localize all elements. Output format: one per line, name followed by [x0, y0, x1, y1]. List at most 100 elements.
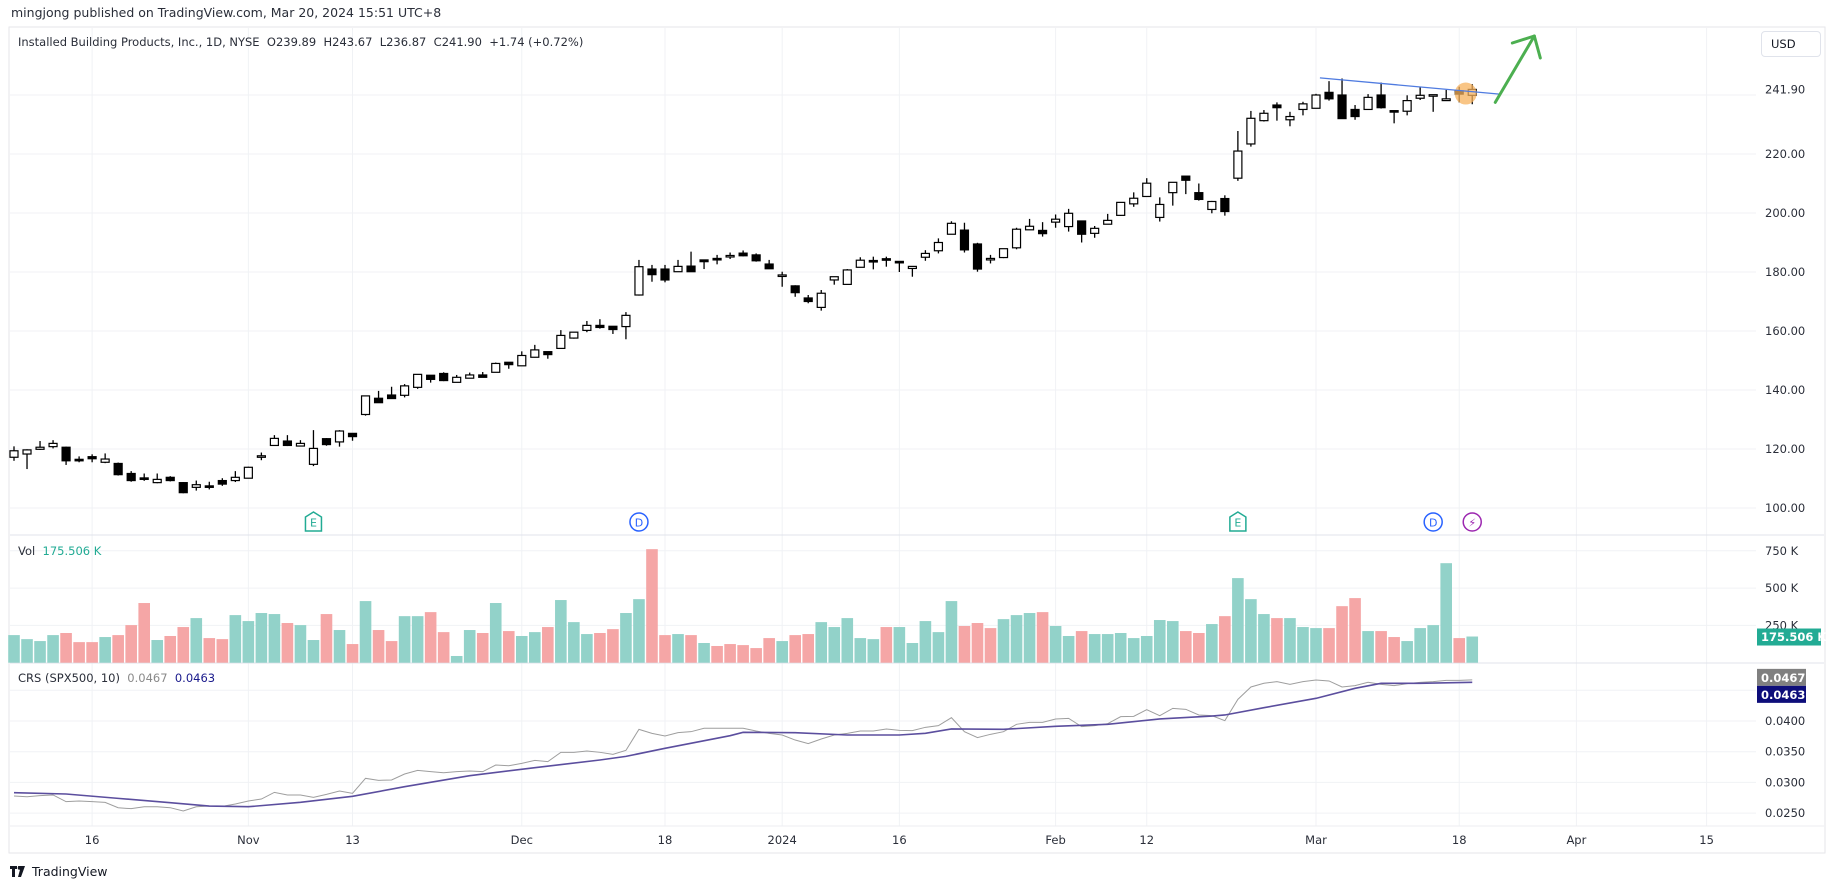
- volume-bar: [581, 634, 593, 663]
- x-axis-label: 2024: [768, 833, 797, 847]
- volume-bar: [568, 622, 580, 663]
- volume-bar: [711, 645, 723, 663]
- volume-bar: [164, 635, 177, 663]
- volume-bar: [932, 632, 945, 663]
- volume-bar: [750, 648, 762, 663]
- logo-text: TradingView: [32, 864, 108, 879]
- candle-body: [1428, 94, 1438, 97]
- candle-body: [152, 478, 162, 484]
- volume-bar: [138, 603, 150, 663]
- volume-bar: [8, 635, 20, 663]
- volume-bar: [398, 616, 411, 663]
- volume-bar: [385, 641, 398, 663]
- x-axis-label: Apr: [1566, 833, 1586, 847]
- tradingview-logo[interactable]: TradingView: [10, 864, 108, 879]
- earnings-event-icon: [304, 511, 323, 532]
- candle-body: [998, 248, 1009, 259]
- candle-body: [1011, 228, 1022, 249]
- candle-body: [1337, 94, 1347, 120]
- volume-bar: [685, 635, 697, 663]
- candle-body: [504, 361, 514, 366]
- volume-bar: [411, 616, 424, 663]
- candle-body: [100, 458, 110, 463]
- volume-bar: [125, 625, 137, 663]
- candle-body: [647, 268, 657, 276]
- candle-body: [386, 394, 397, 400]
- crs-ma-last-badge: [1757, 685, 1806, 703]
- candle-body: [946, 222, 957, 235]
- volume-bar: [1232, 578, 1244, 663]
- candle-body: [465, 374, 475, 379]
- candle-body: [1037, 229, 1048, 235]
- arrow-shaft: [1493, 34, 1536, 104]
- crs-axis-label: 0.0400: [1765, 714, 1805, 728]
- volume-bar: [1401, 641, 1413, 663]
- volume-bar: [945, 601, 958, 663]
- candle-body: [556, 334, 566, 350]
- grid-lines: [10, 28, 1756, 826]
- candle-body: [1050, 218, 1061, 223]
- volume-bar: [776, 641, 788, 663]
- candle-body: [842, 269, 852, 285]
- candle-body: [1298, 103, 1308, 111]
- candle-body: [269, 437, 279, 447]
- currency-button[interactable]: USD: [1761, 31, 1821, 57]
- candle-body: [777, 274, 787, 278]
- price-axis-label: 100.00: [1765, 501, 1805, 515]
- volume-bar: [1453, 638, 1466, 663]
- candle-body: [1064, 212, 1074, 228]
- event-marker-label: D: [1429, 517, 1437, 530]
- volume-bar: [86, 642, 98, 663]
- volume-bar: [1388, 637, 1400, 663]
- event-marker-label: E: [310, 517, 317, 530]
- x-axis-label: Feb: [1045, 833, 1065, 847]
- candle-body: [712, 257, 722, 261]
- x-axis-label: 12: [1139, 833, 1154, 847]
- candle-body: [608, 325, 618, 331]
- volume-bar: [737, 645, 749, 663]
- x-axis-label: 18: [1452, 833, 1467, 847]
- candle-body: [22, 449, 32, 455]
- volume-bar: [242, 621, 255, 663]
- crs-legend: CRS (SPX500, 10) 0.0467 0.0463: [18, 671, 215, 685]
- volume-bar: [372, 630, 385, 663]
- volume-last-value: 175.506 K: [1761, 630, 1827, 644]
- volume-bar: [1440, 563, 1452, 663]
- volume-bar: [346, 644, 359, 663]
- crs-ma-last-value: 0.0463: [1761, 688, 1805, 702]
- candle-body: [790, 285, 800, 294]
- candle-body: [582, 324, 592, 332]
- volume-bar: [255, 613, 268, 663]
- volume-bar: [268, 614, 281, 663]
- arrow-head: [1510, 34, 1542, 60]
- volume-bar: [620, 613, 632, 663]
- candle-body: [1389, 110, 1399, 113]
- candle-body: [803, 297, 813, 303]
- volume-bar: [984, 628, 997, 663]
- candle-body: [61, 446, 71, 462]
- candle-body: [1285, 115, 1295, 121]
- candle-body: [204, 485, 214, 488]
- volume-bar: [1023, 613, 1036, 663]
- dividend-event-icon: [629, 512, 649, 532]
- candle-body: [1116, 201, 1126, 216]
- volume-bar: [1062, 635, 1075, 663]
- price-axis-label: 120.00: [1765, 442, 1805, 456]
- candle-body: [1103, 219, 1113, 225]
- publish-info: mingjong published on TradingView.com, M…: [11, 5, 442, 20]
- volume-bar: [1258, 614, 1270, 663]
- volume-bar: [1336, 606, 1348, 663]
- candle-body: [1233, 150, 1243, 179]
- volume-bar: [1114, 633, 1127, 663]
- volume-bar: [1323, 628, 1335, 663]
- volume-bar: [463, 630, 476, 663]
- candle-body: [855, 259, 865, 268]
- candle-body: [1024, 225, 1035, 231]
- crs-axis-label: 0.0250: [1765, 806, 1805, 820]
- candle-body: [295, 442, 306, 447]
- volume-bar: [919, 621, 932, 663]
- candle-body: [178, 482, 188, 494]
- volume-bar: [1271, 618, 1283, 663]
- symbol-legend: Installed Building Products, Inc., 1D, N…: [18, 35, 583, 49]
